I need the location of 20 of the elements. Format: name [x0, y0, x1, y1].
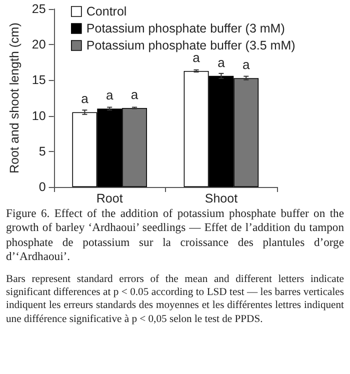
- x-tick-label: Shoot: [204, 192, 238, 206]
- y-axis-title: Root and shoot length (cm): [8, 22, 22, 174]
- y-tick-label: 15: [32, 73, 46, 88]
- data-label: a: [106, 88, 114, 103]
- data-label: a: [192, 50, 201, 65]
- legend-label: Control: [86, 4, 127, 18]
- data-label: a: [242, 57, 251, 72]
- data-label: a: [130, 86, 139, 102]
- y-tick-label: 25: [32, 2, 46, 16]
- y-tick-label: 10: [32, 108, 46, 123]
- caption: Figure 6. Effect of the addition of potassium phosphate buffer on the growth of barley ‘Ardhaoui’ seedlings — Effet de l’addition du tampon phosphate de potassium sur la croissance des plantules d’orge d’‘Ardhaoui’.: [6, 207, 344, 265]
- y-tick-label: 0: [38, 180, 46, 194]
- legend-label: Potassium phosphate buffer (3.5 mM): [86, 38, 296, 52]
- legend-label: Potassium phosphate buffer (3 mM): [86, 22, 285, 36]
- y-tick-label: 5: [38, 144, 46, 158]
- data-label: a: [218, 54, 226, 70]
- data-label: a: [81, 91, 90, 106]
- x-tick-label: Root: [96, 192, 124, 206]
- y-tick-label: 20: [32, 38, 46, 52]
- text: Bars represent standard errors of the mean and different letters indicate significant differences at p < 0.05 according to LSD test — les barres verticales indiquent les erreurs standards des moyennes et les différentes lettres indiquent une différence significative à p < 0,05 selon le test de PPDS.: [6, 272, 344, 326]
